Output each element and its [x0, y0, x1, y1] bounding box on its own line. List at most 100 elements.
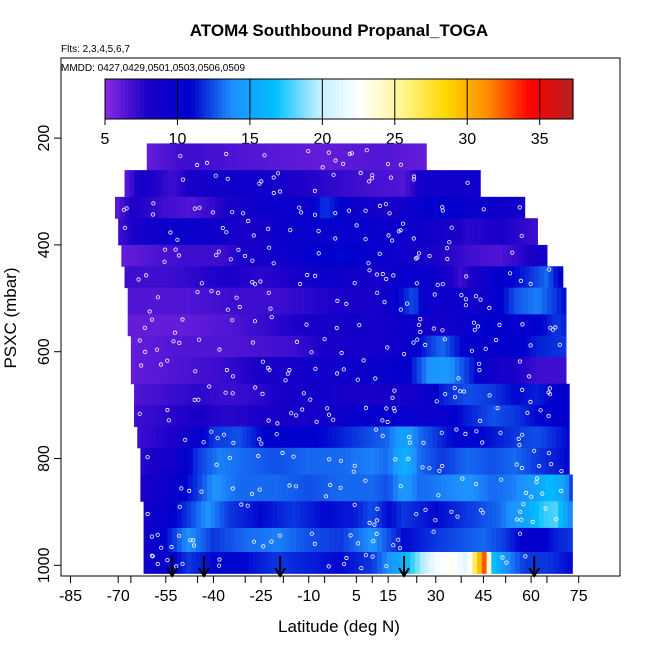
- heatmap-cell: [407, 474, 413, 502]
- heatmap-cell: [157, 551, 164, 574]
- heatmap-cell: [208, 426, 214, 449]
- heatmap-cell: [548, 527, 554, 553]
- sample-point: [297, 281, 303, 287]
- heatmap-cell: [132, 314, 138, 337]
- heatmap-cell: [480, 287, 486, 315]
- sample-point: [293, 413, 299, 418]
- heatmap-cell: [300, 405, 307, 427]
- heatmap-cell: [200, 196, 207, 219]
- heatmap-cell: [288, 447, 294, 476]
- heatmap-cell: [443, 170, 449, 198]
- heatmap-cell: [267, 383, 273, 406]
- heatmap-cell: [326, 474, 332, 502]
- heatmap-cell: [435, 335, 442, 358]
- heatmap-cell: [284, 143, 291, 171]
- heatmap-cell: [485, 287, 491, 315]
- heatmap-cell: [486, 405, 492, 427]
- heatmap-cell: [248, 527, 254, 553]
- heatmap-cell: [346, 218, 353, 246]
- heatmap-cell: [535, 474, 542, 502]
- sample-point: [526, 374, 532, 379]
- heatmap-cell: [440, 474, 446, 502]
- sample-point: [390, 395, 395, 400]
- heatmap-cell: [438, 196, 445, 219]
- sample-point: [322, 337, 327, 342]
- heatmap-cell: [551, 314, 557, 337]
- heatmap-cell: [227, 143, 234, 171]
- heatmap-cell: [235, 474, 241, 502]
- heatmap-cell: [143, 527, 149, 553]
- heatmap-cell: [367, 551, 373, 574]
- heatmap-cell: [167, 527, 173, 553]
- heatmap-cell: [413, 287, 419, 315]
- sample-point: [398, 162, 403, 167]
- heatmap-cell: [149, 447, 156, 476]
- heatmap-cell: [141, 426, 148, 449]
- heatmap-cell: [345, 357, 351, 385]
- colorbar-segment: [155, 79, 161, 119]
- heatmap-cell: [396, 551, 402, 574]
- heatmap-cell: [454, 447, 461, 476]
- heatmap-cell: [556, 287, 562, 315]
- heatmap-cell: [137, 287, 143, 315]
- heatmap-cell: [213, 143, 219, 171]
- heatmap-cell: [270, 287, 276, 315]
- heatmap-cell: [286, 551, 292, 574]
- heatmap-cell: [151, 287, 157, 315]
- sample-point: [373, 427, 379, 432]
- heatmap-cell: [545, 244, 548, 267]
- heatmap-cell: [410, 501, 416, 529]
- heatmap-cell: [130, 357, 137, 385]
- sample-point: [507, 271, 513, 276]
- sample-point: [121, 207, 127, 212]
- heatmap-cell: [429, 383, 435, 406]
- colorbar-segment: [132, 79, 137, 119]
- heatmap-cell: [289, 426, 295, 449]
- y-tick-label: 200: [36, 125, 53, 152]
- heatmap-cell: [432, 287, 438, 315]
- heatmap-cell: [369, 447, 375, 476]
- sample-point: [440, 463, 445, 469]
- heatmap-cell: [497, 357, 503, 385]
- heatmap-cell: [462, 266, 469, 289]
- heatmap-cell: [292, 447, 299, 476]
- heatmap-cell: [264, 474, 270, 502]
- heatmap-cell: [388, 335, 394, 358]
- heatmap-cell: [157, 383, 164, 406]
- colorbar-segment: [339, 79, 344, 119]
- heatmap-cell: [410, 527, 416, 553]
- heatmap-cell: [181, 266, 187, 289]
- heatmap-cell: [229, 527, 235, 553]
- heatmap-cell: [523, 218, 529, 246]
- heatmap-cell: [456, 218, 462, 246]
- sample-point: [155, 561, 160, 567]
- heatmap-cell: [215, 551, 221, 574]
- colorbar-segment: [116, 79, 122, 119]
- heatmap-cell: [377, 527, 383, 553]
- sample-point: [195, 162, 200, 168]
- heatmap-cell: [242, 287, 248, 315]
- sample-point: [475, 324, 481, 329]
- heatmap-cell: [276, 405, 283, 427]
- heatmap-cell: [438, 405, 445, 427]
- heatmap-cell: [416, 357, 422, 385]
- heatmap-cell: [527, 218, 534, 246]
- heatmap-cell: [386, 501, 392, 529]
- heatmap-cell: [224, 196, 230, 219]
- heatmap-cell: [477, 501, 483, 529]
- sample-point: [251, 233, 256, 238]
- heatmap-cell: [351, 287, 357, 315]
- sample-point: [204, 160, 210, 165]
- sample-point: [316, 251, 321, 256]
- heatmap-cell: [461, 314, 467, 337]
- heatmap-cell: [141, 314, 148, 337]
- heatmap-cell: [219, 405, 226, 427]
- heatmap-cell: [418, 218, 424, 246]
- heatmap-cell: [180, 287, 186, 315]
- heatmap-cell: [483, 474, 489, 502]
- sample-point: [519, 465, 525, 471]
- heatmap-cell: [294, 218, 300, 246]
- heatmap-cell: [234, 501, 240, 529]
- heatmap-cell: [319, 527, 326, 553]
- heatmap-cell: [286, 383, 292, 406]
